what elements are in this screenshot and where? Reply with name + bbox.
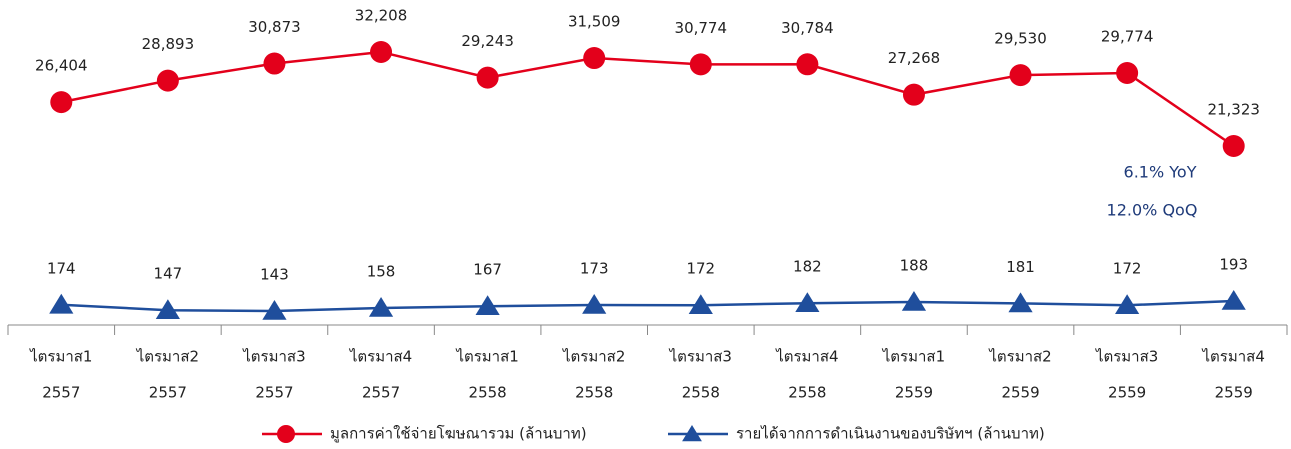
x-tick-label: 2559 xyxy=(895,384,933,402)
point xyxy=(1221,290,1246,310)
annotation: 6.1% YoY xyxy=(1124,163,1197,182)
point xyxy=(688,294,713,314)
x-tick-label: ไตรมาส3 xyxy=(242,348,305,366)
point xyxy=(582,294,607,314)
x-tick-label: ไตรมาส2 xyxy=(562,348,625,366)
x-tick-label: 2559 xyxy=(1215,384,1253,402)
data-label: 29,774 xyxy=(1101,28,1154,46)
x-tick-label: ไตรมาส2 xyxy=(988,348,1051,366)
legend-marker xyxy=(277,425,295,443)
x-tick-label: ไตรมาส2 xyxy=(136,348,199,366)
data-label: 172 xyxy=(686,260,715,278)
x-tick-label: 2559 xyxy=(1001,384,1039,402)
point xyxy=(262,300,287,320)
data-label: 32,208 xyxy=(355,7,408,25)
point xyxy=(583,47,606,70)
data-label: 29,530 xyxy=(994,30,1047,48)
data-label: 193 xyxy=(1219,256,1248,274)
data-label: 28,893 xyxy=(142,35,195,53)
point xyxy=(689,53,712,76)
legend-label: มูลการค่าใช้จ่ายโฆษณารวม (ล้านบาท) xyxy=(330,425,587,443)
data-label: 188 xyxy=(900,257,929,275)
point xyxy=(1222,135,1245,157)
data-label: 27,268 xyxy=(888,49,941,67)
x-tick-label: ไตรมาส1 xyxy=(882,348,945,366)
point xyxy=(1115,294,1140,314)
x-tick-label: 2557 xyxy=(149,384,187,402)
x-tick-label: 2557 xyxy=(255,384,293,402)
point xyxy=(901,291,927,311)
legend-label: รายได้จากการดำเนินงานของบริษัทฯ (ล้านบาท… xyxy=(736,425,1045,443)
x-tick-label: ไตรมาส4 xyxy=(1202,348,1265,366)
point xyxy=(50,91,73,114)
data-label: 182 xyxy=(793,258,822,276)
x-tick-label: ไตรมาส4 xyxy=(349,348,412,366)
x-tick-label: 2558 xyxy=(788,384,826,402)
data-label: 143 xyxy=(260,266,289,284)
data-label: 172 xyxy=(1113,260,1142,278)
data-label: 30,774 xyxy=(675,19,728,37)
x-tick-label: ไตรมาส4 xyxy=(775,348,838,366)
point xyxy=(796,53,819,76)
x-tick-label: 2557 xyxy=(362,384,400,402)
x-tick-label: 2558 xyxy=(469,384,507,402)
x-tick-label: ไตรมาส3 xyxy=(669,348,732,366)
point xyxy=(1009,64,1032,87)
data-label: 158 xyxy=(367,263,396,281)
annotation: 12.0% QoQ xyxy=(1107,201,1198,220)
x-tick-label: 2558 xyxy=(682,384,720,402)
point xyxy=(1116,62,1139,85)
series-line xyxy=(61,299,1234,313)
series-line xyxy=(61,50,1235,148)
data-label: 173 xyxy=(580,260,609,278)
legend-marker xyxy=(682,425,702,442)
x-tick-label: ไตรมาส3 xyxy=(1095,348,1158,366)
data-label: 30,873 xyxy=(248,18,301,36)
point xyxy=(475,295,500,315)
point xyxy=(155,299,180,319)
point xyxy=(368,297,394,317)
point xyxy=(156,69,179,92)
point xyxy=(49,293,74,314)
data-label: 147 xyxy=(154,265,183,283)
data-label: 29,243 xyxy=(461,32,514,50)
x-tick-label: ไตรมาส1 xyxy=(455,348,518,366)
data-label: 167 xyxy=(473,261,502,279)
x-tick-label: ไตรมาส1 xyxy=(29,348,92,366)
point xyxy=(370,41,393,63)
data-label: 174 xyxy=(47,259,76,277)
data-label: 26,404 xyxy=(35,57,88,75)
x-tick-label: 2558 xyxy=(575,384,613,402)
x-tick-label: 2557 xyxy=(42,384,80,402)
x-tick-label: 2559 xyxy=(1108,384,1146,402)
point xyxy=(902,83,925,106)
point xyxy=(263,52,286,75)
data-label: 31,509 xyxy=(568,13,621,31)
point xyxy=(476,66,499,89)
point xyxy=(1008,292,1033,313)
data-label: 181 xyxy=(1006,258,1035,276)
data-label: 30,784 xyxy=(781,19,834,37)
point xyxy=(795,292,820,312)
data-label: 21,323 xyxy=(1207,101,1260,119)
